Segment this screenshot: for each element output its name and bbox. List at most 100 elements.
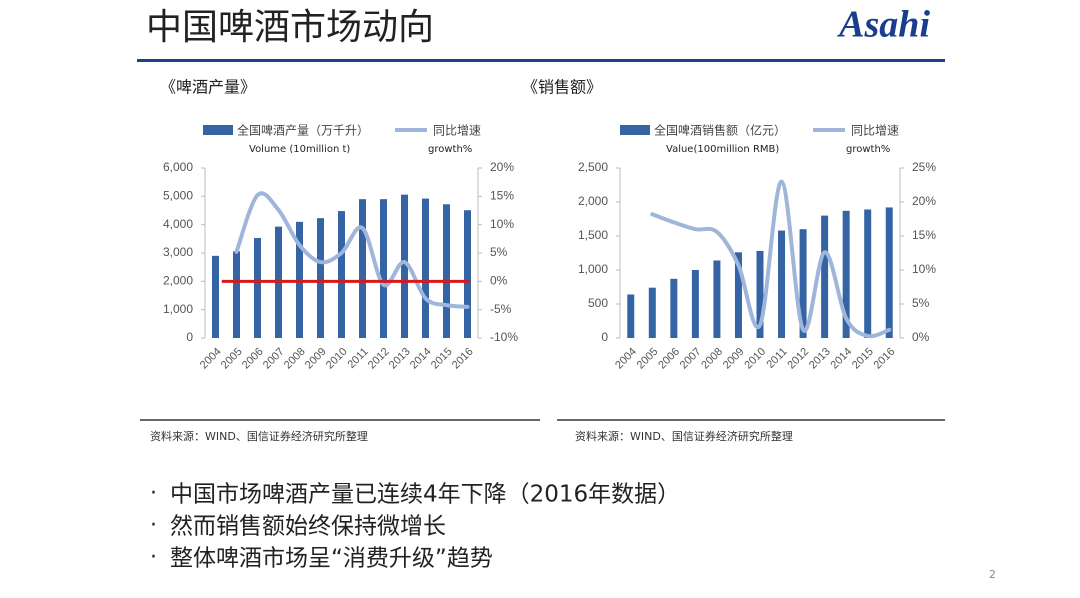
legend-swatch — [620, 125, 650, 135]
x-tick-label: 2015 — [429, 346, 455, 372]
x-tick-label: 2015 — [850, 346, 876, 372]
y2-tick-label: 20% — [490, 160, 514, 174]
bar — [422, 198, 429, 338]
x-tick-label: 2007 — [678, 346, 704, 372]
y-tick-label: 1,000 — [163, 302, 193, 316]
x-tick-label: 2005 — [635, 346, 661, 372]
y2-tick-label: 10% — [490, 217, 514, 231]
y-tick-label: 1,000 — [578, 262, 608, 276]
y2-tick-label: 10% — [912, 262, 936, 276]
bar — [627, 294, 635, 338]
bar — [864, 209, 872, 338]
bar — [254, 237, 261, 338]
y2-tick-label: -5% — [490, 302, 512, 316]
x-tick-label: 2013 — [387, 346, 413, 372]
legend-label: 同比增速 — [851, 124, 899, 138]
bar — [734, 252, 742, 338]
legend-label: 全国啤酒产量（万千升） — [237, 123, 369, 138]
bar — [756, 250, 764, 338]
x-tick-label: 2006 — [656, 346, 682, 372]
y-tick-label: 2,500 — [578, 160, 608, 174]
y2-tick-label: 5% — [490, 245, 508, 259]
x-tick-label: 2014 — [408, 346, 434, 372]
x-tick-label: 2004 — [613, 346, 639, 372]
legend-sublabel: growth% — [428, 144, 472, 155]
bar — [713, 260, 721, 338]
y-tick-label: 5,000 — [163, 189, 193, 203]
bar — [443, 204, 450, 338]
growth-line — [234, 191, 470, 309]
y2-tick-label: 15% — [490, 189, 514, 203]
bar — [317, 218, 324, 338]
y-tick-label: 0 — [601, 330, 608, 344]
x-tick-label: 2016 — [450, 346, 476, 372]
bar — [338, 211, 345, 338]
x-tick-label: 2007 — [261, 346, 287, 372]
source: 资料来源：WIND、国信证券经济研究所整理 — [575, 429, 793, 443]
bar — [821, 215, 829, 338]
bullet-dot: · — [150, 545, 157, 570]
bar — [380, 199, 387, 338]
bar — [670, 278, 678, 338]
y2-tick-label: 25% — [912, 160, 936, 174]
legend-sublabel: growth% — [846, 144, 890, 155]
bar — [212, 255, 219, 338]
legend-swatch — [203, 125, 233, 135]
bullet-dot: · — [150, 481, 157, 506]
y2-tick-label: 5% — [912, 296, 930, 310]
bullet: 中国市场啤酒产量已连续4年下降（2016年数据） — [170, 482, 680, 508]
bar — [885, 207, 893, 338]
y-tick-label: 2,000 — [578, 194, 608, 208]
legend-label: 同比增速 — [433, 124, 481, 138]
x-tick-label: 2005 — [219, 346, 245, 372]
header-rule — [137, 59, 945, 62]
y2-tick-label: 15% — [912, 228, 936, 242]
slide-title: 中国啤酒市场动向 — [146, 7, 434, 48]
x-tick-label: 2011 — [345, 346, 370, 371]
x-tick-label: 2011 — [765, 346, 790, 371]
bar — [401, 194, 408, 338]
bar — [778, 230, 786, 338]
y2-tick-label: 0% — [912, 330, 930, 344]
source: 资料来源：WIND、国信证券经济研究所整理 — [150, 429, 368, 443]
x-tick-label: 2010 — [324, 346, 350, 372]
y2-tick-label: 0% — [490, 274, 508, 288]
x-tick-label: 2009 — [303, 346, 329, 372]
legend-sublabel: Volume (10million t) — [249, 144, 350, 155]
legend-label: 全国啤酒销售额（亿元） — [654, 123, 786, 138]
x-tick-label: 2012 — [785, 346, 811, 372]
bar — [464, 210, 471, 338]
x-tick-label: 2004 — [198, 346, 224, 372]
x-tick-label: 2010 — [742, 346, 768, 372]
x-tick-label: 2006 — [240, 346, 266, 372]
bar — [691, 270, 699, 338]
page-number: 2 — [989, 568, 996, 581]
x-tick-label: 2009 — [721, 346, 747, 372]
x-tick-label: 2014 — [829, 346, 855, 372]
y-tick-label: 1,500 — [578, 228, 608, 242]
bullet-dot: · — [150, 513, 157, 538]
y-tick-label: 0 — [186, 330, 193, 344]
x-tick-label: 2012 — [366, 346, 392, 372]
legend-sublabel: Value(100million RMB) — [666, 144, 779, 155]
x-tick-label: 2013 — [807, 346, 833, 372]
x-tick-label: 2008 — [699, 346, 725, 372]
chart-title: 《销售额》 — [522, 78, 602, 97]
logo: Asahi — [837, 4, 930, 46]
bar — [799, 229, 807, 338]
y2-tick-label: -10% — [490, 330, 518, 344]
y-tick-label: 500 — [588, 296, 608, 310]
bar — [359, 199, 366, 338]
bullet: 然而销售额始终保持微增长 — [170, 514, 446, 540]
y2-tick-label: 20% — [912, 194, 936, 208]
y-tick-label: 3,000 — [163, 245, 193, 259]
bar — [233, 251, 240, 338]
y-tick-label: 2,000 — [163, 274, 193, 288]
x-tick-label: 2008 — [282, 346, 308, 372]
growth-line — [650, 179, 892, 339]
x-tick-label: 2016 — [872, 346, 898, 372]
chart-title: 《啤酒产量》 — [160, 78, 256, 97]
bar — [842, 210, 850, 338]
bullet: 整体啤酒市场呈“消费升级”趋势 — [170, 546, 493, 572]
